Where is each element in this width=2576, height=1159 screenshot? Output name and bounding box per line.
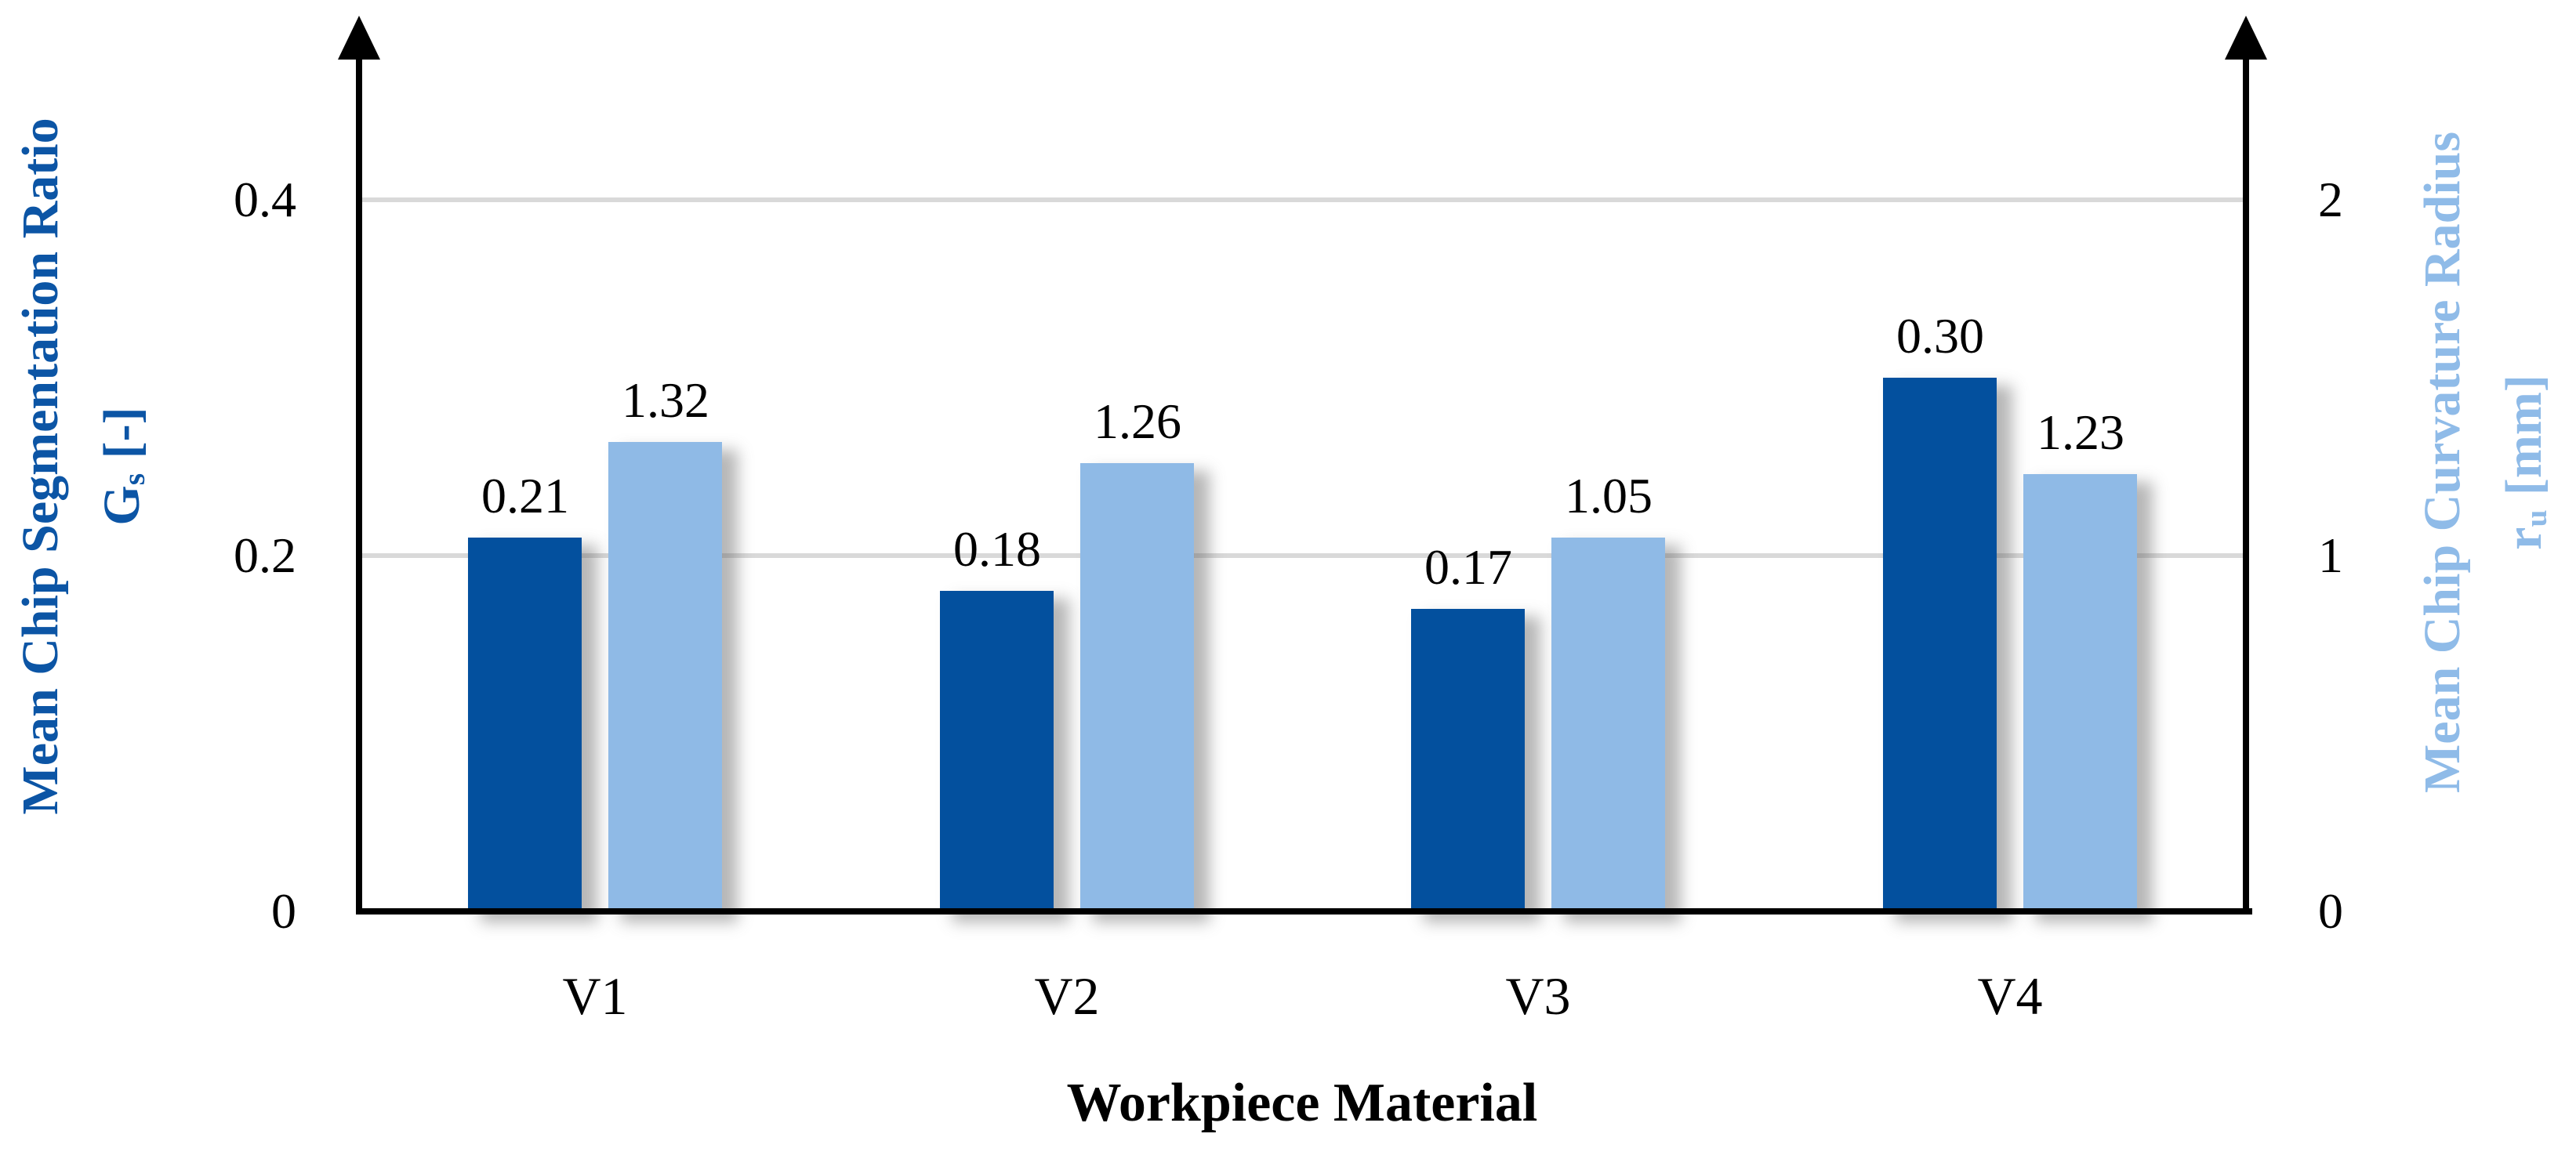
right-axis-line [2243,47,2249,915]
right-axis-title-line2: ru[mm] [2495,375,2554,550]
left-axis-title-line1: Mean Chip Segmentation Ratio [12,118,69,815]
left-tick-0.2: 0.2 [234,527,296,583]
gridline [359,197,2246,202]
bar-segmentation-v3 [1411,609,1525,911]
bar-curvature-v2 [1080,463,1194,911]
bar-segmentation-v4 [1883,378,1997,911]
right-tick-1: 1 [2318,527,2343,583]
bar-segmentation-v1 [468,538,582,911]
value-label-curvature-v1: 1.32 [622,372,709,428]
category-label-v4: V4 [1977,966,2043,1026]
value-label-curvature-v4: 1.23 [2037,404,2124,460]
bar-curvature-v3 [1551,538,1665,911]
x-axis-line [356,908,2252,915]
right-tick-0: 0 [2318,883,2343,939]
left-tick-0: 0 [271,883,296,939]
value-label-segmentation-v4: 0.30 [1896,308,1984,364]
left-axis-arrow-icon [338,16,380,60]
value-label-curvature-v2: 1.26 [1094,393,1181,449]
right-axis-title-line1: Mean Chip Curvature Radius [2414,131,2471,794]
gridline [359,553,2246,558]
category-label-v1: V1 [562,966,628,1026]
left-axis-line [356,47,362,915]
right-tick-2: 2 [2318,172,2343,227]
value-label-segmentation-v2: 0.18 [953,521,1041,577]
bar-curvature-v4 [2023,474,2137,911]
category-label-v3: V3 [1505,966,1571,1026]
value-label-segmentation-v1: 0.21 [481,468,569,523]
left-tick-0.4: 0.4 [234,172,296,227]
x-axis-title: Workpiece Material [1066,1073,1538,1133]
left-axis-title-line2: Gs[-] [93,407,152,526]
bar-curvature-v1 [608,442,722,911]
right-axis-title: Mean Chip Curvature Radius ru[mm] [2402,132,2571,793]
left-axis-title: Mean Chip Segmentation Ratio Gs[-] [0,118,169,814]
right-axis-arrow-icon [2225,16,2267,60]
category-label-v2: V2 [1034,966,1100,1026]
value-label-segmentation-v3: 0.17 [1424,539,1512,595]
value-label-curvature-v3: 1.05 [1565,468,1653,523]
bar-segmentation-v2 [940,591,1054,911]
